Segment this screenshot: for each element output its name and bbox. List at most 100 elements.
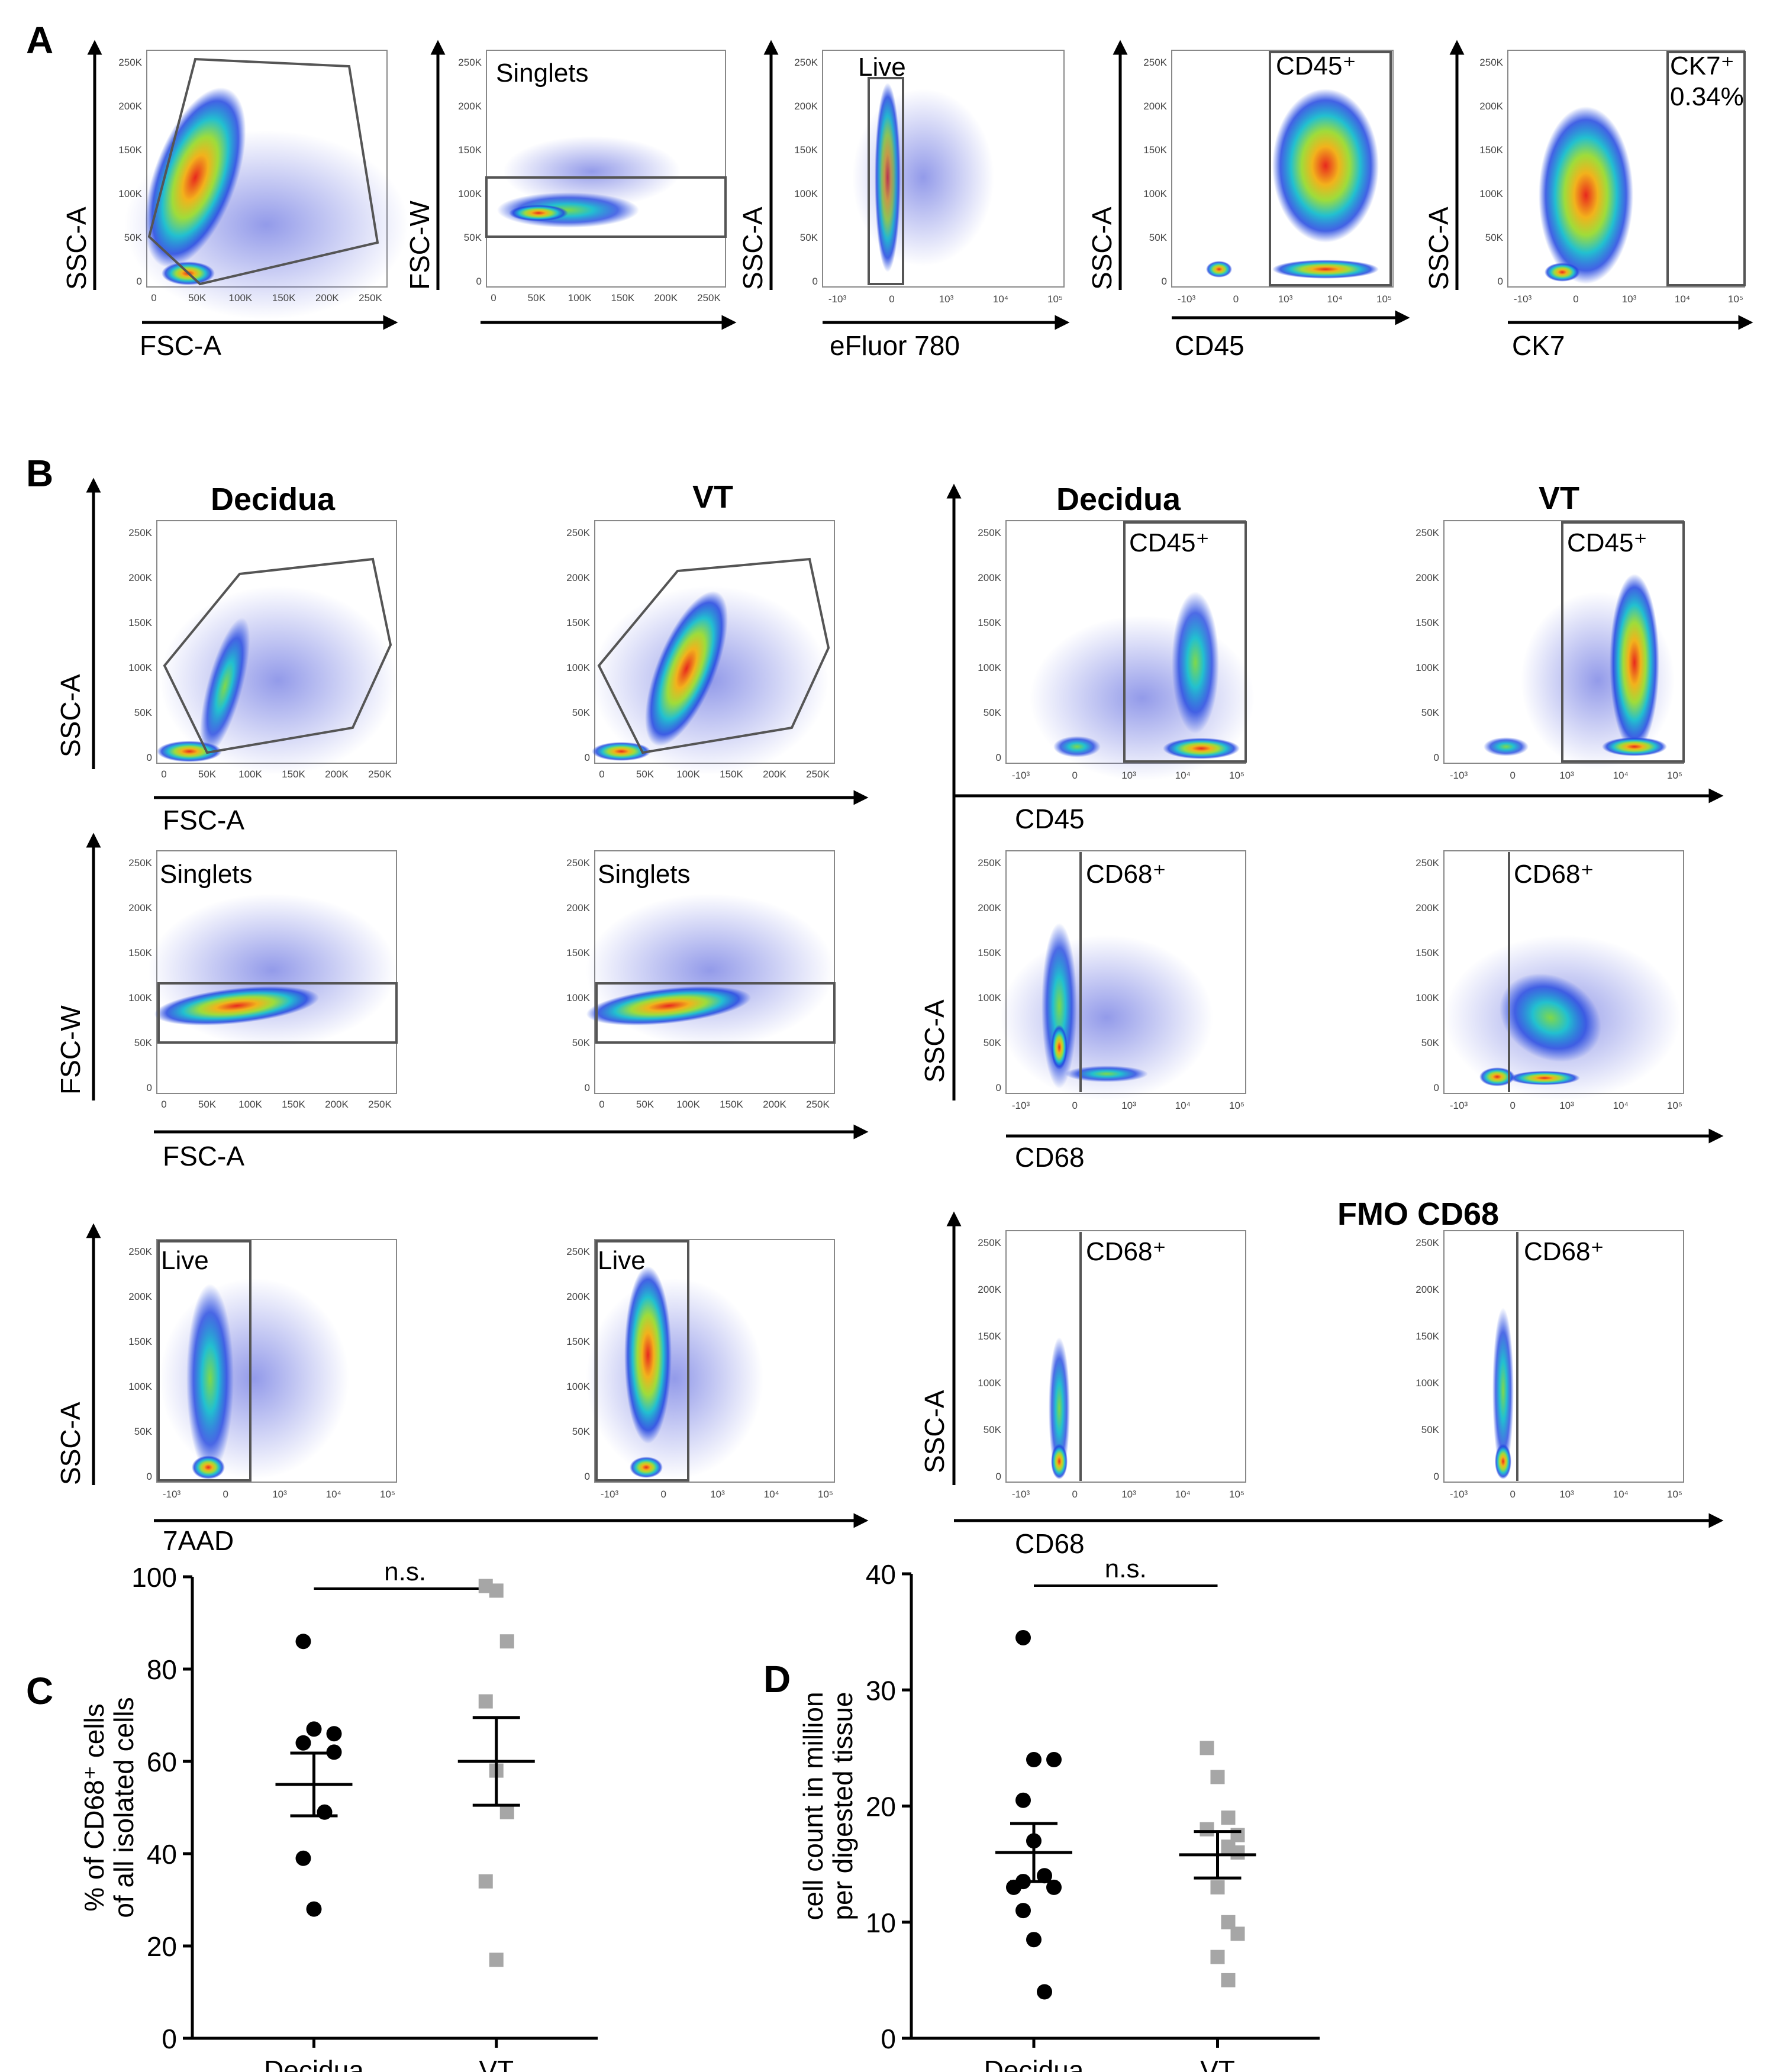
y-tick-label: 0 <box>1162 276 1167 287</box>
data-point <box>306 1721 322 1737</box>
data-point <box>1210 1880 1225 1895</box>
x-tick-label: 10⁴ <box>764 1489 779 1500</box>
x-tick-label: Decidua <box>984 2055 1084 2072</box>
data-point <box>1026 1752 1042 1767</box>
y-tick-label: 150K <box>1416 617 1439 628</box>
density-cluster <box>1492 1308 1514 1473</box>
y-tick-label: 250K <box>128 857 152 869</box>
y-tick-label: 150K <box>978 617 1001 628</box>
density-cluster <box>1053 736 1101 757</box>
y-tick-label: 100K <box>128 992 152 1003</box>
density-cluster <box>1065 1066 1148 1082</box>
density-cluster <box>1484 737 1529 756</box>
y-tick-label: 0 <box>996 1082 1001 1093</box>
y-tick-label: 100K <box>1416 1377 1439 1389</box>
y-tick-label: 80 <box>147 1654 177 1685</box>
data-point <box>295 1634 311 1650</box>
gate-label: CD68⁺ <box>1086 1237 1166 1266</box>
density-cluster <box>1509 1071 1580 1085</box>
x-tick-label: 0 <box>889 293 894 305</box>
x-tick-label: 10³ <box>1121 1489 1136 1500</box>
x-axis-label: 7AAD <box>163 1525 234 1556</box>
data-point <box>1221 1810 1236 1825</box>
y-tick-label: 20 <box>147 1931 177 1962</box>
y-tick-label: 200K <box>566 1291 590 1302</box>
y-tick-label: 200K <box>978 1284 1001 1295</box>
x-tick-label: 10³ <box>1559 770 1574 781</box>
y-tick-label: 100K <box>128 662 152 673</box>
gate-label: Singlets <box>160 860 253 889</box>
y-tick-label: 0 <box>1434 1082 1439 1093</box>
x-tick-label: 0 <box>599 769 604 780</box>
y-axis-label: of all isolated cells <box>108 1697 139 1918</box>
x-axis-label: CD45 <box>1175 330 1244 361</box>
data-point <box>1015 1903 1031 1919</box>
panel-label-a: A <box>26 19 53 62</box>
data-point <box>1230 1926 1245 1941</box>
x-tick-label: 0 <box>599 1099 604 1110</box>
y-tick-label: 50K <box>1421 1424 1440 1435</box>
gate-label: Live <box>161 1246 209 1275</box>
density-cluster <box>144 87 246 268</box>
y-tick-label: 0 <box>137 276 142 287</box>
y-tick-label: 150K <box>566 947 590 958</box>
density-cluster <box>509 205 568 221</box>
x-tick-label: 10⁵ <box>1229 1489 1244 1500</box>
y-tick-label: 100K <box>978 992 1001 1003</box>
live-gate <box>157 1240 252 1482</box>
density-haze <box>503 136 681 207</box>
cd45-gate <box>1123 521 1247 763</box>
y-axis-label: SSC-A <box>1086 206 1117 290</box>
y-tick-label: 0 <box>1434 1471 1439 1482</box>
x-tick-label: 10⁵ <box>818 1489 833 1500</box>
gate-label: CD45⁺ <box>1129 528 1210 557</box>
y-tick-label: 200K <box>566 572 590 583</box>
x-tick-label: 0 <box>1072 1489 1078 1500</box>
y-tick-label: 0 <box>1498 276 1503 287</box>
y-axis-label: SSC-A <box>55 1402 86 1485</box>
x-tick-label: 10³ <box>1121 770 1136 781</box>
y-tick-label: 50K <box>572 1037 591 1048</box>
y-tick-label: 100K <box>978 1377 1001 1389</box>
column-header: VT <box>1539 480 1579 516</box>
x-tick-label: 10⁵ <box>1376 293 1392 305</box>
gate-label: CD45⁺ <box>1276 51 1356 80</box>
panel-b-row-singlets: Singlets Singlets FSC-W FSC-A <box>55 832 869 1171</box>
y-tick-label: 250K <box>1143 57 1167 68</box>
density-cluster <box>154 986 320 1026</box>
y-tick-label: 30 <box>866 1675 896 1706</box>
y-tick-label: 150K <box>128 1336 152 1347</box>
x-tick-label: 50K <box>198 769 217 780</box>
x-tick-label: 250K <box>697 292 721 304</box>
y-axis-label: per digested tissue <box>827 1692 858 1920</box>
x-tick-label: 150K <box>720 769 743 780</box>
y-tick-label: 100K <box>566 992 590 1003</box>
data-point <box>317 1804 333 1820</box>
data-point <box>1230 1845 1245 1860</box>
cells-gate <box>163 557 392 754</box>
x-tick-label: -10³ <box>1012 770 1030 781</box>
density-cluster <box>1051 1444 1068 1479</box>
y-tick-label: 0 <box>881 2023 896 2054</box>
cells-gate <box>597 557 830 754</box>
x-tick-label: 10³ <box>1278 293 1293 305</box>
gate-value: 0.34% <box>1670 82 1744 111</box>
y-tick-label: 0 <box>1434 752 1439 763</box>
gate-label: CD68⁺ <box>1514 860 1594 889</box>
y-tick-label: 100K <box>978 662 1001 673</box>
y-tick-label: 200K <box>118 101 142 112</box>
x-tick-label: 10⁵ <box>1728 293 1743 305</box>
data-point <box>306 1901 322 1917</box>
y-axis-label: cell count in million <box>798 1692 828 1920</box>
x-tick-label: 0 <box>661 1489 666 1500</box>
y-tick-label: 10 <box>866 1908 896 1938</box>
x-tick-label: 50K <box>636 1099 654 1110</box>
x-tick-label: 0 <box>151 292 156 304</box>
x-tick-label: 10⁴ <box>1175 770 1191 781</box>
density-cluster <box>1172 592 1219 734</box>
x-axis-label: CD45 <box>1015 803 1085 834</box>
x-tick-label: 0 <box>1072 1100 1078 1111</box>
y-tick-label: 40 <box>866 1559 896 1590</box>
